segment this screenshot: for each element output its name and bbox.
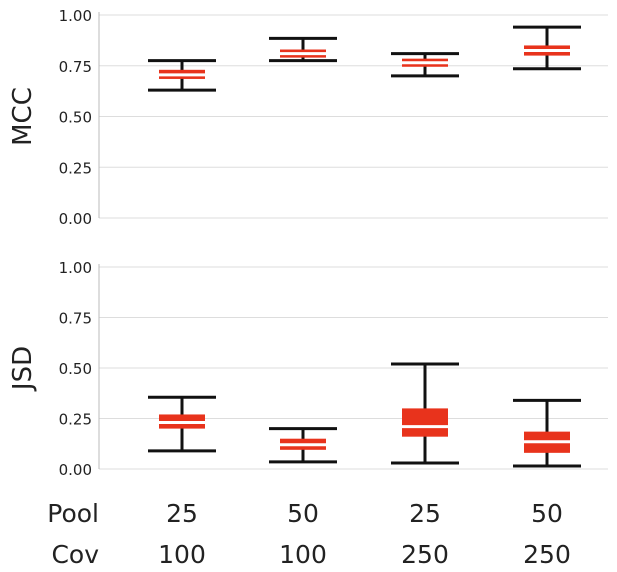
y-tick-label: 0.75 [59, 58, 92, 76]
x-category-label: 100 [158, 540, 206, 568]
box-2 [269, 427, 337, 464]
y-tick-label: 0.25 [59, 411, 92, 429]
y-tick-label: 0.75 [59, 310, 92, 328]
box-1 [148, 395, 216, 453]
x-category-label: 50 [287, 499, 319, 528]
iqr-box [402, 408, 448, 437]
box-4 [513, 25, 581, 71]
y-tick-label: 0.00 [59, 210, 92, 228]
x-category-label: 50 [531, 499, 563, 528]
x-category-label: 25 [166, 499, 198, 528]
x-row-pool: Pool 25 50 25 50 [47, 499, 563, 528]
x-category-label: 100 [279, 540, 327, 568]
x-category-label: 250 [523, 540, 571, 568]
y-tick-label: 0.00 [59, 461, 92, 479]
x-row-cov: Cov 100 100 250 250 [51, 540, 571, 569]
box-3 [391, 52, 459, 78]
box-2 [269, 36, 337, 63]
y-tick-label: 0.50 [59, 109, 92, 127]
x-row-label: Cov [51, 540, 99, 568]
box-1 [148, 59, 216, 92]
y-tick-label: 0.25 [59, 159, 92, 177]
y-tick-label: 1.00 [59, 7, 92, 25]
y-axis-label: MCC [8, 87, 38, 146]
box-3 [391, 362, 459, 465]
y-tick-label: 0.50 [59, 360, 92, 378]
x-category-label: 250 [401, 540, 449, 568]
panel-mcc: 0.00 0.25 0.50 0.75 1.00 MCC [8, 7, 608, 228]
y-tick-label: 1.00 [59, 259, 92, 277]
x-category-label: 25 [409, 499, 441, 528]
x-row-label: Pool [47, 499, 99, 528]
y-axis-label: JSD [8, 346, 38, 392]
panel-jsd: 0.00 0.25 0.50 0.75 1.00 JSD [8, 259, 608, 479]
box-4 [513, 398, 581, 468]
